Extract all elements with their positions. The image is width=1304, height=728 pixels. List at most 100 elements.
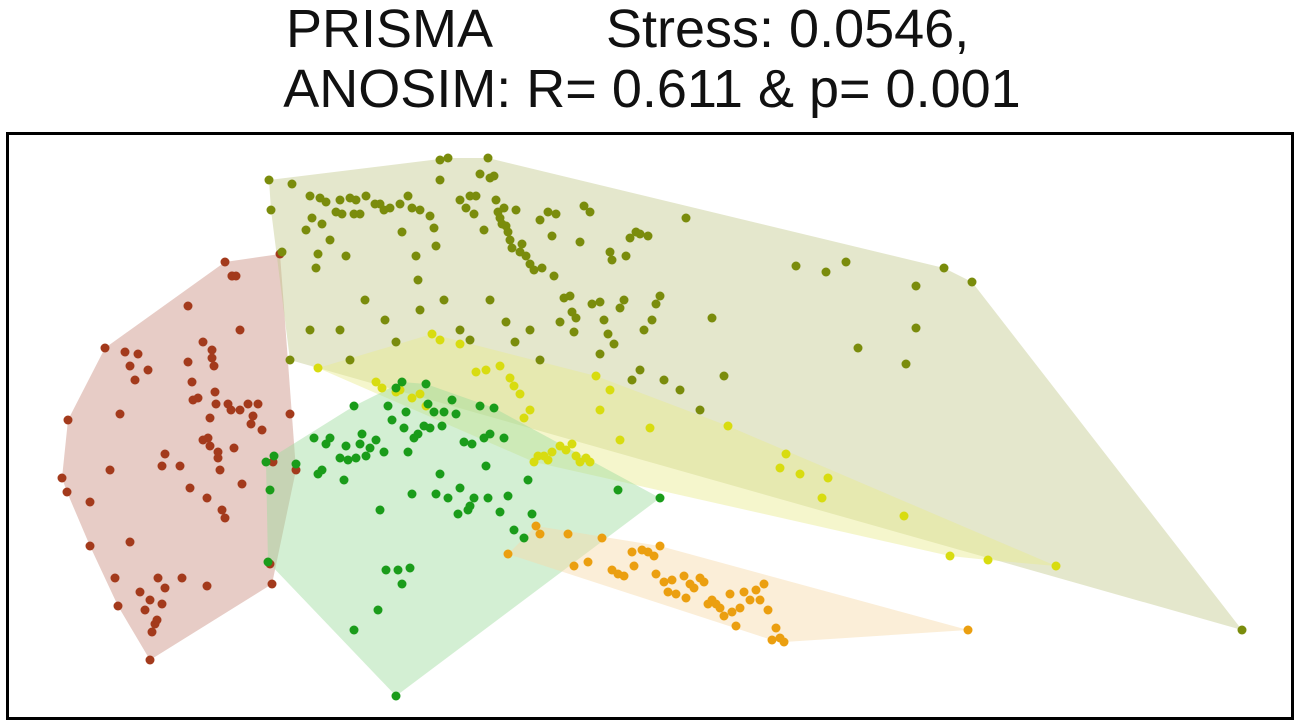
data-point-group-2 [621, 251, 631, 261]
data-point-group-2 [485, 295, 495, 305]
data-point-group-5 [725, 589, 735, 599]
data-point-group-4 [459, 437, 469, 447]
data-point-group-3 [983, 555, 993, 565]
data-point-group-2 [575, 237, 585, 247]
data-point-group-1 [153, 573, 163, 583]
data-point-group-4 [399, 423, 409, 433]
data-point-group-4 [489, 403, 499, 413]
data-point-group-3 [543, 455, 553, 465]
data-point-group-5 [659, 577, 669, 587]
data-point-group-2 [535, 215, 545, 225]
data-point-group-1 [140, 605, 150, 615]
data-point-group-1 [120, 347, 130, 357]
data-point-group-1 [100, 343, 110, 353]
data-point-group-1 [267, 579, 277, 589]
data-point-group-4 [383, 401, 393, 411]
data-point-group-2 [695, 405, 705, 415]
data-point-group-3 [795, 469, 805, 479]
data-point-group-3 [415, 389, 425, 399]
data-point-group-2 [317, 219, 327, 229]
data-point-group-1 [160, 583, 170, 593]
data-point-group-2 [313, 249, 323, 259]
data-point-group-3 [505, 373, 515, 383]
data-point-group-2 [455, 325, 465, 335]
data-point-group-4 [355, 439, 365, 449]
data-point-group-3 [823, 473, 833, 483]
data-point-group-2 [311, 263, 321, 273]
data-point-group-2 [599, 315, 609, 325]
data-point-group-3 [615, 435, 625, 445]
data-point-group-5 [535, 529, 545, 539]
data-point-group-5 [597, 533, 607, 543]
data-point-group-3 [1051, 561, 1061, 571]
data-point-group-3 [723, 421, 733, 431]
data-point-group-2 [264, 175, 274, 185]
data-point-group-3 [781, 449, 791, 459]
data-point-group-5 [667, 575, 677, 585]
data-point-group-2 [475, 169, 485, 179]
group-hull-1 [62, 254, 296, 660]
data-point-group-2 [469, 209, 479, 219]
data-point-group-2 [503, 227, 513, 237]
data-point-group-4 [495, 507, 505, 517]
data-point-group-1 [147, 627, 157, 637]
data-point-group-2 [585, 207, 595, 217]
data-point-group-3 [407, 393, 417, 403]
data-point-group-2 [647, 315, 657, 325]
data-point-group-1 [202, 581, 212, 591]
data-point-group-5 [663, 587, 673, 597]
data-point-group-2 [489, 171, 499, 181]
group-hull-4 [266, 382, 660, 696]
data-point-group-2 [627, 375, 637, 385]
data-point-group-5 [699, 577, 709, 587]
data-point-group-2 [651, 299, 661, 309]
data-point-group-2 [643, 231, 653, 241]
data-point-group-4 [317, 465, 327, 475]
data-point-group-2 [537, 263, 547, 273]
data-point-group-2 [455, 195, 465, 205]
data-point-group-2 [791, 261, 801, 271]
data-point-group-4 [499, 433, 509, 443]
data-point-group-1 [175, 461, 185, 471]
data-point-group-5 [689, 583, 699, 593]
data-point-group-4 [361, 451, 371, 461]
data-point-group-2 [911, 323, 921, 333]
data-point-group-2 [415, 305, 425, 315]
data-point-group-2 [547, 231, 557, 241]
data-point-group-1 [157, 461, 167, 471]
data-point-group-1 [229, 443, 239, 453]
data-point-group-4 [509, 525, 519, 535]
data-point-group-1 [152, 615, 162, 625]
data-point-group-2 [619, 295, 629, 305]
data-point-group-5 [583, 557, 593, 567]
data-point-group-1 [183, 357, 193, 367]
data-point-group-2 [707, 313, 717, 323]
data-point-group-4 [425, 423, 435, 433]
data-point-group-4 [483, 493, 493, 503]
data-point-group-4 [423, 399, 433, 409]
data-point-group-5 [619, 571, 629, 581]
data-point-group-5 [767, 635, 777, 645]
data-point-group-2 [525, 325, 535, 335]
data-point-group-1 [209, 361, 219, 371]
data-point-group-2 [501, 317, 511, 327]
data-point-group-2 [625, 233, 635, 243]
data-point-group-4 [391, 691, 401, 701]
data-point-group-2 [385, 203, 395, 213]
data-point-group-1 [205, 441, 215, 451]
data-point-group-5 [651, 569, 661, 579]
data-point-group-3 [585, 457, 595, 467]
data-point-group-4 [467, 439, 477, 449]
data-point-group-4 [519, 533, 529, 543]
data-point-group-3 [595, 405, 605, 415]
data-point-group-1 [210, 387, 220, 397]
data-point-group-2 [461, 203, 471, 213]
data-point-group-2 [425, 211, 435, 221]
data-point-group-2 [335, 325, 345, 335]
data-point-group-4 [407, 489, 417, 499]
data-point-group-3 [605, 385, 615, 395]
data-point-group-1 [63, 415, 73, 425]
data-point-group-4 [371, 435, 381, 445]
data-point-group-4 [455, 483, 465, 493]
